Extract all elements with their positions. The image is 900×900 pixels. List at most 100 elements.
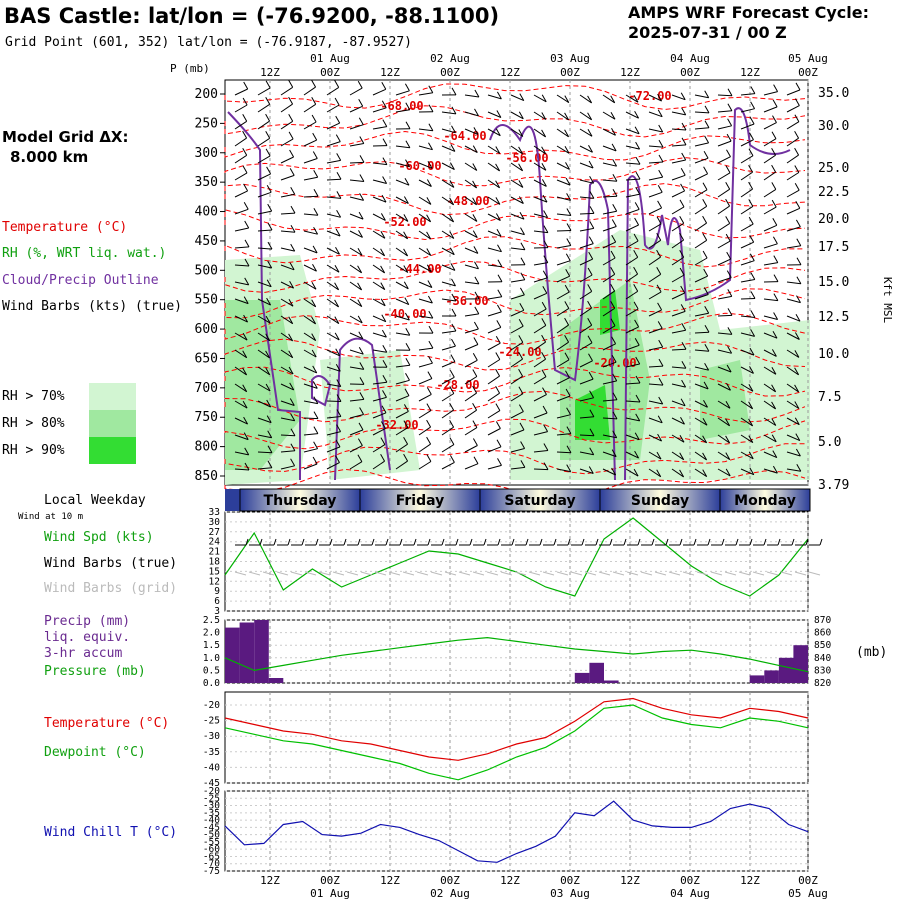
temperature-contour	[224, 209, 806, 241]
wind-barb-flag	[243, 416, 249, 425]
wind-barb-flag	[334, 80, 340, 88]
wind-barb	[441, 393, 455, 402]
wind-barb-flag	[428, 355, 433, 364]
wind-barb-flag	[267, 222, 273, 231]
windspeed-tick-label: 30	[209, 517, 221, 528]
surface-wind-barb-flag	[455, 538, 459, 546]
wind-barb	[602, 399, 618, 402]
wind-barb-flag	[796, 276, 802, 284]
wind-barb	[510, 309, 525, 317]
wind-barb	[579, 360, 593, 368]
wind-barb	[556, 245, 571, 249]
wind-barb-flag	[518, 368, 524, 377]
wind-barb-flag	[426, 387, 432, 395]
wind-barb	[326, 281, 339, 291]
surface-wind-barb-flag	[665, 538, 669, 546]
wind-barb-flag	[518, 386, 524, 394]
wind-barb-flag	[725, 165, 731, 174]
wind-barb-flag	[771, 384, 777, 393]
surface-wind-barb-flag	[483, 538, 487, 546]
bottom-date-label: 03 Aug	[550, 887, 590, 900]
wind-barb-flag	[472, 420, 478, 428]
wind-barb-flag	[496, 110, 502, 118]
wind-barb	[786, 189, 800, 198]
wind-barb-flag	[472, 230, 478, 238]
wind-barb	[671, 310, 686, 317]
wind-barb	[717, 258, 731, 266]
wind-barb	[533, 324, 547, 334]
wind-barb-flag	[380, 453, 386, 462]
wind-barb	[579, 468, 594, 474]
wind-barb	[395, 427, 409, 436]
wind-barb	[372, 444, 386, 453]
grid-wind-barb	[640, 571, 653, 576]
legend-dewpoint: Dewpoint (°C)	[44, 745, 146, 760]
wind-barb	[487, 145, 501, 154]
wind-barb-flag	[771, 401, 777, 410]
wind-barb-flag	[357, 454, 363, 462]
wind-barb-flag	[702, 182, 708, 191]
temperature-contour	[224, 366, 806, 397]
wind-barb-flag	[680, 398, 686, 407]
wind-barb	[533, 230, 548, 234]
wind-barb-flag	[679, 199, 685, 208]
wind-barb	[625, 290, 638, 300]
wind-barb-flag	[610, 283, 616, 292]
wind-barb	[671, 94, 686, 101]
grid-wind-barb	[584, 571, 597, 576]
wind-barb	[280, 247, 295, 252]
wind-barb	[487, 464, 502, 470]
wind-barb	[441, 196, 454, 206]
wind-barb-flag	[495, 180, 501, 189]
wind-barb	[625, 162, 641, 165]
wind-barb-flag	[405, 140, 411, 148]
wind-barb	[625, 434, 640, 441]
wind-barb	[533, 394, 547, 402]
temperature-contour-label: -32.00	[375, 418, 418, 432]
wind-barb-flag	[313, 396, 319, 404]
grid-wind-barb	[780, 571, 793, 576]
wind-barb-flag	[748, 401, 754, 410]
wind-barb	[487, 247, 502, 253]
wind-barb-flag	[472, 402, 478, 411]
wind-barb-flag	[451, 308, 457, 317]
wind-barb-flag	[267, 260, 273, 269]
wind-barb	[234, 208, 249, 215]
wind-barb	[464, 281, 479, 285]
wind-barb	[533, 277, 548, 283]
wind-barb	[234, 315, 248, 323]
wind-barb-flag	[749, 116, 755, 125]
wind-barb-flag	[449, 162, 455, 170]
wind-barb-flag	[679, 452, 685, 460]
wind-barb-flag	[242, 384, 248, 392]
wind-barb	[372, 281, 386, 291]
wind-barb	[349, 264, 362, 274]
wind-barb	[717, 314, 733, 317]
wind-barb-flag	[748, 418, 754, 427]
wind-barb-flag	[610, 267, 616, 275]
wind-barb-flag	[611, 234, 617, 243]
wind-barb	[533, 431, 548, 436]
wind-barb-flag	[589, 409, 595, 417]
wind-barb	[418, 196, 432, 205]
wind-barb	[326, 315, 340, 325]
bottom-date-label: 05 Aug	[788, 887, 828, 900]
wind-barb	[648, 383, 664, 386]
wind-barb-flag	[634, 110, 640, 119]
wind-barb	[441, 264, 456, 271]
wind-barb	[349, 429, 364, 436]
wind-barb-flag	[634, 126, 640, 135]
wind-barb-flag	[405, 357, 411, 366]
wind-barb-flag	[265, 113, 271, 122]
wind-barb-flag	[403, 265, 409, 273]
wind-barb-flag	[288, 298, 294, 307]
temperature-contour	[224, 390, 806, 423]
grid-wind-barb	[724, 571, 737, 576]
wind-barb	[257, 264, 272, 269]
precip-tick-label: 2.5	[203, 615, 220, 626]
wind-barb-flag	[656, 469, 662, 477]
wind-barb-flag	[380, 213, 386, 221]
wind-barb-flag	[611, 449, 617, 457]
wind-barb	[694, 417, 708, 426]
wind-barb-flag	[702, 250, 708, 259]
